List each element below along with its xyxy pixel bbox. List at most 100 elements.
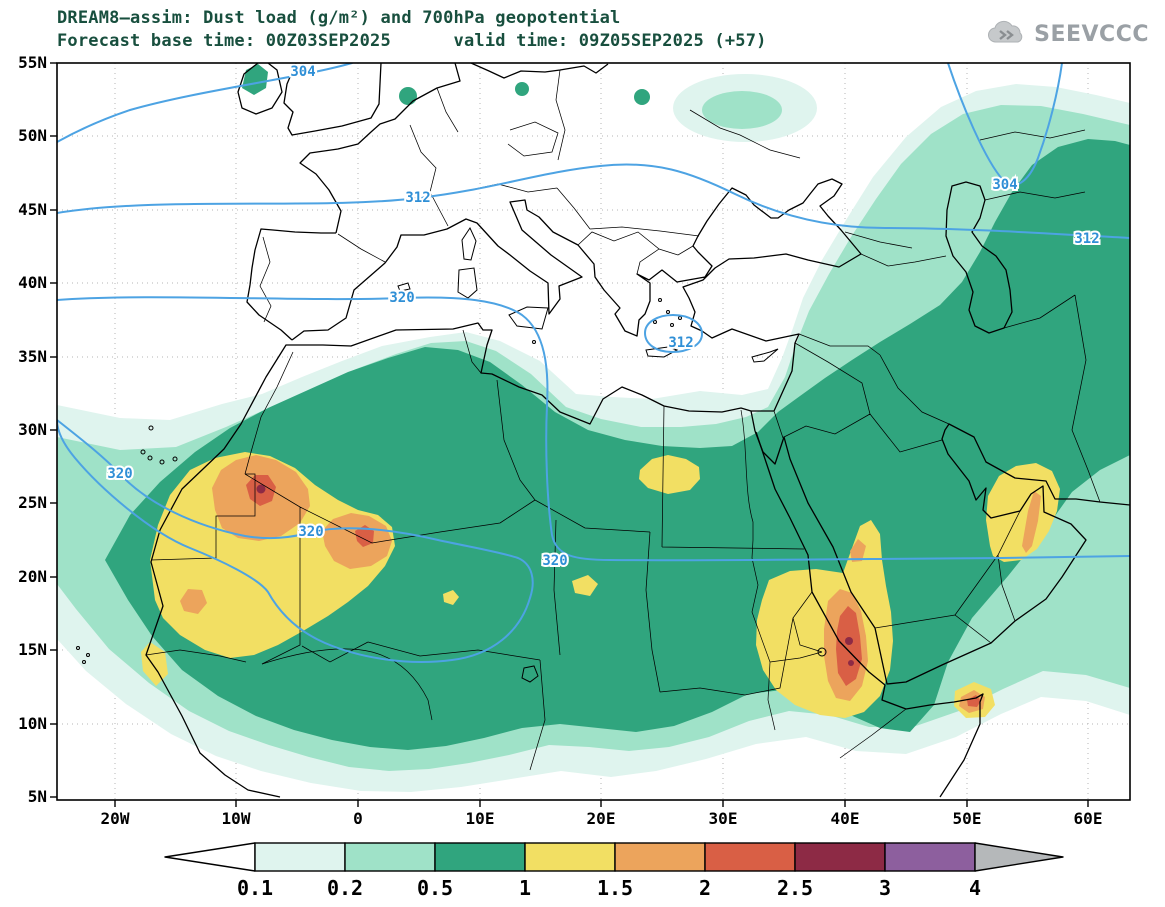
colorbar-label: 2.5 <box>777 876 813 900</box>
lon-tick-label: 10W <box>222 809 251 828</box>
coast-britain <box>283 63 382 136</box>
contour-312-aegean <box>643 313 704 354</box>
island-aegean <box>678 316 682 320</box>
axis-ticks <box>50 62 1089 807</box>
colorbar-label: 3 <box>879 876 891 900</box>
lon-tick-label: 60E <box>1074 809 1103 828</box>
contour-label: 320 <box>107 466 132 482</box>
dust-speck <box>515 82 529 96</box>
island-sardinia <box>457 267 478 299</box>
dust-layer-1 <box>141 452 1060 718</box>
colorbar-label: 0.1 <box>237 876 273 900</box>
dust-fill-layers <box>57 64 1130 792</box>
colorbar-label: 2 <box>699 876 711 900</box>
coast-baltic <box>470 63 609 79</box>
map-frame <box>56 62 1131 801</box>
colorbar-segment <box>884 842 976 872</box>
rivers <box>261 409 823 731</box>
lat-tick-label: 45N <box>18 200 47 219</box>
island-cyprus <box>751 348 779 363</box>
dust-layer-2p5 <box>256 484 854 666</box>
island-aegean <box>670 323 674 327</box>
island-corsica <box>461 226 477 261</box>
dust-speck <box>242 64 268 95</box>
lon-tick-label: 10E <box>466 809 495 828</box>
colorbar-label: 1 <box>519 876 531 900</box>
river-niger <box>261 648 433 721</box>
colorbar-arrow-right <box>974 842 1064 872</box>
islands-and-lakes <box>76 226 827 683</box>
colorbar <box>164 842 1064 872</box>
island-cape-verde <box>76 646 80 650</box>
colorbar-segment <box>794 842 886 872</box>
lat-tick-label: 10N <box>18 714 47 733</box>
lon-tick-label: 0 <box>353 809 363 828</box>
lat-tick-label: 30N <box>18 420 47 439</box>
river-nile <box>740 409 823 731</box>
colorbar-label: 0.2 <box>327 876 363 900</box>
lat-tick-label: 35N <box>18 347 47 366</box>
contour-320-north <box>57 296 1130 562</box>
coast-ireland <box>237 63 283 115</box>
lon-tick-label: 50E <box>953 809 982 828</box>
lat-axis: 55N 50N 45N 40N 35N 30N 25N 20N 15N 10N … <box>18 53 47 806</box>
colorbar-labels: 0.1 0.2 0.5 1 1.5 2 2.5 3 4 <box>237 876 981 900</box>
lake-tana <box>817 647 827 657</box>
island-aegean <box>666 310 670 314</box>
lat-tick-label: 15N <box>18 640 47 659</box>
lat-tick-label: 55N <box>18 53 47 72</box>
contour-label: 320 <box>542 553 567 569</box>
dust-speck <box>634 89 650 105</box>
island-cape-verde <box>82 660 86 664</box>
island-malta <box>532 340 536 344</box>
lake-chad <box>521 665 539 683</box>
coastlines <box>145 63 1130 798</box>
island-crete <box>645 346 679 358</box>
island-sicily <box>508 306 549 330</box>
island-majorca <box>397 282 411 292</box>
logo-text: SEEVCCC <box>1034 21 1149 47</box>
island-canary <box>140 449 146 455</box>
seevccc-logo: SEEVCCC <box>986 20 1149 48</box>
lon-tick-label: 40E <box>831 809 860 828</box>
colorbar-segment <box>614 842 706 872</box>
island-canary <box>172 456 178 462</box>
contour-label: 320 <box>298 524 323 540</box>
lon-tick-label: 30E <box>709 809 738 828</box>
colorbar-segment <box>434 842 526 872</box>
colorbar-label: 0.5 <box>417 876 453 900</box>
chart-title: DREAM8—assim: Dust load (g/m²) and 700hP… <box>57 8 621 28</box>
contour-label: 304 <box>290 64 315 80</box>
contour-label: 312 <box>405 190 430 206</box>
coast-africa-redsea-somalia <box>750 410 984 798</box>
island-canary <box>159 459 165 465</box>
lat-tick-label: 20N <box>18 567 47 586</box>
contour-label: 320 <box>389 290 414 306</box>
colorbar-segment <box>524 842 616 872</box>
island-canary <box>147 455 153 461</box>
colorbar-segment <box>254 842 346 872</box>
coast-arabia-gulf <box>754 423 1130 685</box>
country-borders <box>145 69 1101 771</box>
lat-tick-label: 25N <box>18 493 47 512</box>
dust-speck <box>399 87 417 105</box>
lon-tick-label: 20E <box>587 809 616 828</box>
contour-320-west-loop <box>57 418 534 663</box>
lon-tick-label: 20W <box>101 809 130 828</box>
contour-304-nw <box>57 63 353 143</box>
contour-label: 312 <box>1074 231 1099 247</box>
contour-312-main <box>57 163 1130 239</box>
coast-france-west <box>299 63 461 234</box>
colorbar-label: 1.5 <box>597 876 633 900</box>
lat-tick-label: 40N <box>18 273 47 292</box>
contour-label: 312 <box>668 335 693 351</box>
colorbar-segment <box>704 842 796 872</box>
geopotential-contours <box>57 63 1130 663</box>
colorbar-label: 4 <box>969 876 981 900</box>
lat-tick-label: 50N <box>18 126 47 145</box>
coast-europe-mediterranean <box>145 178 862 798</box>
lat-tick-label: 5N <box>28 787 47 806</box>
island-cape-verde <box>86 653 90 657</box>
contour-label: 304 <box>992 177 1017 193</box>
